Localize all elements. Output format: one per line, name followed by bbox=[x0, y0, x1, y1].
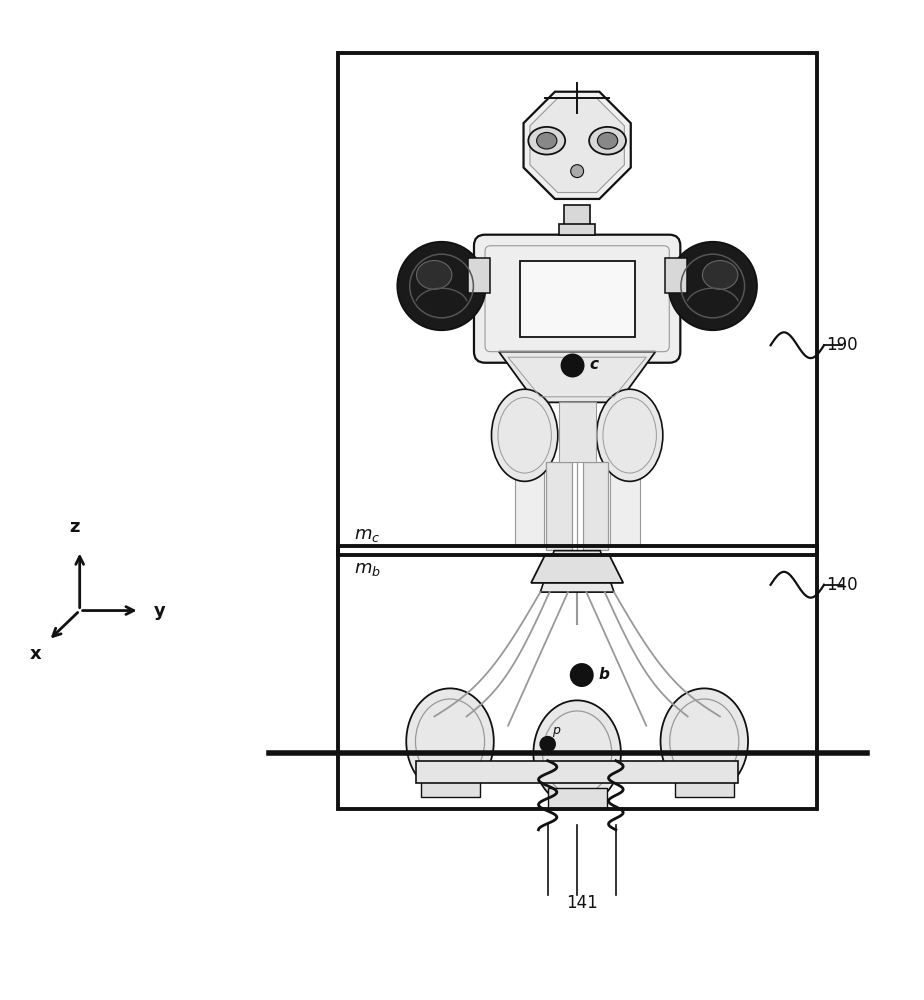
Circle shape bbox=[571, 165, 584, 178]
Bar bbox=[337, 53, 817, 555]
Ellipse shape bbox=[492, 389, 558, 481]
Bar bbox=[519, 261, 635, 337]
Polygon shape bbox=[524, 92, 631, 199]
Circle shape bbox=[570, 663, 594, 687]
Text: $m_c$: $m_c$ bbox=[354, 526, 381, 544]
Ellipse shape bbox=[598, 132, 617, 149]
Ellipse shape bbox=[533, 700, 621, 806]
Bar bbox=[420, 776, 480, 797]
Bar bbox=[416, 761, 738, 783]
Text: x: x bbox=[30, 645, 42, 663]
Circle shape bbox=[669, 242, 757, 330]
Bar bbox=[565, 205, 590, 225]
Ellipse shape bbox=[537, 132, 557, 149]
Ellipse shape bbox=[407, 688, 493, 794]
Text: 141: 141 bbox=[565, 894, 598, 912]
Bar bbox=[664, 258, 687, 293]
Bar bbox=[515, 465, 544, 545]
Ellipse shape bbox=[597, 389, 663, 481]
Text: 190: 190 bbox=[826, 336, 857, 354]
Bar bbox=[546, 462, 572, 550]
Circle shape bbox=[540, 736, 556, 752]
Bar bbox=[548, 788, 607, 809]
Text: p: p bbox=[553, 724, 560, 737]
Circle shape bbox=[397, 242, 486, 330]
Bar bbox=[468, 258, 490, 293]
Polygon shape bbox=[531, 555, 623, 583]
Ellipse shape bbox=[529, 127, 565, 155]
FancyBboxPatch shape bbox=[474, 235, 680, 363]
Ellipse shape bbox=[417, 261, 452, 289]
Bar bbox=[675, 776, 734, 797]
Circle shape bbox=[561, 354, 585, 377]
Ellipse shape bbox=[661, 688, 748, 794]
Bar bbox=[559, 402, 596, 462]
Polygon shape bbox=[499, 352, 655, 402]
Text: z: z bbox=[69, 518, 79, 536]
Text: 140: 140 bbox=[826, 576, 857, 594]
Bar bbox=[583, 462, 609, 550]
Text: y: y bbox=[154, 602, 166, 620]
Text: b: b bbox=[599, 667, 609, 682]
Bar bbox=[337, 546, 817, 809]
Bar bbox=[611, 465, 639, 545]
Polygon shape bbox=[530, 98, 625, 193]
Polygon shape bbox=[541, 551, 614, 592]
Text: c: c bbox=[590, 357, 598, 372]
Ellipse shape bbox=[702, 261, 737, 289]
Text: $m_b$: $m_b$ bbox=[354, 560, 382, 578]
Ellipse shape bbox=[590, 127, 626, 155]
Bar bbox=[559, 224, 595, 235]
